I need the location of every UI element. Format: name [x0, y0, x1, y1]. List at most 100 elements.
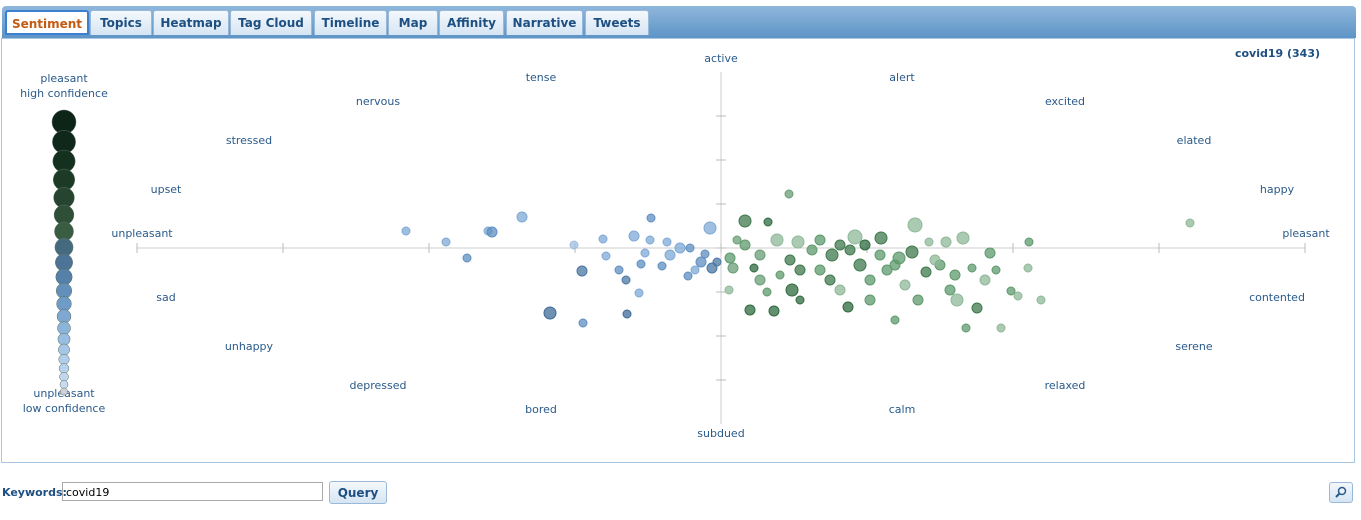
- point: [622, 309, 632, 319]
- search-button[interactable]: [1329, 482, 1353, 503]
- point: [576, 265, 588, 277]
- point: [598, 234, 608, 244]
- legend-label: pleasant: [40, 72, 88, 85]
- legend-swatch: [55, 282, 73, 299]
- emotion-label: unhappy: [225, 340, 274, 353]
- emotion-label: calm: [889, 403, 916, 416]
- emotion-label: nervous: [356, 95, 400, 108]
- point: [824, 274, 836, 286]
- point: [543, 306, 557, 320]
- point: [712, 257, 722, 267]
- emotion-label: subdued: [697, 427, 744, 440]
- point: [732, 235, 742, 245]
- search-icon: [1335, 486, 1347, 498]
- point: [971, 302, 983, 314]
- point: [738, 214, 752, 228]
- legend-swatch: [58, 363, 70, 374]
- emotion-label: stressed: [226, 134, 272, 147]
- point: [640, 248, 650, 258]
- tab[interactable]: Heatmap: [153, 10, 229, 35]
- point: [844, 244, 856, 256]
- query-button[interactable]: Query: [329, 481, 387, 504]
- tab[interactable]: Affinity: [439, 10, 504, 35]
- legend-label: high confidence: [20, 87, 108, 100]
- point: [961, 323, 971, 333]
- emotion-label: depressed: [350, 379, 407, 392]
- tab[interactable]: Tweets: [585, 10, 649, 35]
- point: [621, 275, 631, 285]
- point: [674, 242, 686, 254]
- point: [834, 284, 846, 296]
- point: [662, 237, 672, 247]
- emotion-label: tense: [526, 71, 557, 84]
- emotion-label: sad: [156, 291, 175, 304]
- point: [967, 263, 977, 273]
- tab[interactable]: Tag Cloud: [230, 10, 312, 35]
- tab-bar: Sentiment Topics Heatmap Tag Cloud Timeline M…: [2, 6, 1356, 38]
- point: [657, 261, 667, 271]
- legend-swatch: [60, 387, 68, 396]
- point: [944, 284, 956, 296]
- point: [516, 211, 528, 223]
- emotion-label: active: [704, 52, 738, 65]
- point: [700, 249, 710, 259]
- point: [890, 315, 900, 325]
- keywords-label: Keywords:: [2, 486, 67, 499]
- legend-swatch: [59, 372, 69, 382]
- point: [889, 259, 901, 271]
- point: [899, 279, 911, 291]
- tab[interactable]: Sentiment: [5, 10, 89, 35]
- point: [664, 249, 676, 261]
- point: [979, 274, 991, 286]
- point: [646, 213, 656, 223]
- point: [762, 287, 772, 297]
- point: [905, 245, 919, 259]
- point: [864, 274, 876, 286]
- tab[interactable]: Timeline: [314, 10, 387, 35]
- legend-swatch: [57, 332, 71, 346]
- tab[interactable]: Narrative: [506, 10, 583, 35]
- point: [825, 248, 839, 262]
- point: [645, 235, 655, 245]
- point: [703, 221, 717, 235]
- point: [940, 236, 952, 248]
- point: [1185, 218, 1195, 228]
- point: [441, 237, 451, 247]
- point: [724, 252, 736, 264]
- keywords-input[interactable]: covid19: [62, 482, 323, 501]
- point: [874, 249, 886, 261]
- legend-swatch: [59, 380, 69, 389]
- point: [683, 271, 693, 281]
- point: [768, 305, 780, 317]
- point: [814, 264, 826, 276]
- legend-swatch: [55, 268, 73, 286]
- point: [578, 318, 588, 328]
- point: [462, 253, 472, 263]
- emotion-label: contented: [1249, 291, 1305, 304]
- point: [601, 251, 611, 261]
- panel: [1, 38, 1355, 463]
- point: [853, 258, 867, 272]
- emotion-label: bored: [525, 403, 557, 416]
- legend-swatch: [56, 309, 72, 324]
- point: [1013, 291, 1023, 301]
- point: [763, 217, 773, 227]
- point: [949, 269, 961, 281]
- point: [814, 234, 826, 246]
- tab[interactable]: Topics: [90, 10, 152, 35]
- point: [690, 265, 700, 275]
- emotion-label: happy: [1260, 183, 1295, 196]
- point: [614, 265, 624, 275]
- point: [1024, 237, 1034, 247]
- point: [984, 247, 996, 259]
- tab[interactable]: Map: [388, 10, 438, 35]
- point: [775, 270, 785, 280]
- point: [739, 239, 751, 251]
- point: [907, 217, 923, 233]
- point: [912, 294, 924, 306]
- point: [920, 266, 932, 278]
- emotion-label: relaxed: [1045, 379, 1086, 392]
- emotion-label: serene: [1175, 340, 1213, 353]
- point: [791, 235, 805, 249]
- point: [785, 283, 799, 297]
